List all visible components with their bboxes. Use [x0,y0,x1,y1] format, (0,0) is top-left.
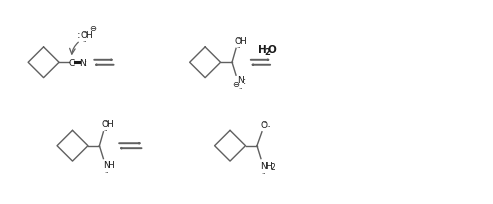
Text: H: H [265,161,272,170]
Text: ..: .. [262,117,267,123]
Text: ..: .. [238,83,243,89]
Text: 2: 2 [265,48,270,57]
Text: ..: .. [82,37,87,43]
Text: O: O [81,31,88,40]
Text: ..: .. [82,28,87,34]
Text: N: N [103,160,110,169]
Text: O: O [102,120,109,129]
Text: 2: 2 [270,162,275,171]
Text: H: H [239,37,246,46]
Text: O: O [267,45,276,55]
Text: H: H [107,160,114,169]
Text: ..: .. [262,168,266,174]
Text: :: : [84,58,88,68]
Text: ⊖: ⊖ [89,24,97,33]
Text: C: C [69,59,74,68]
Text: ..: .. [266,122,271,128]
Text: ..: .. [103,117,107,123]
Text: :: : [243,75,246,85]
Text: H: H [106,120,113,129]
Text: O: O [261,120,268,129]
Text: ..: .. [104,167,108,173]
Text: N: N [79,59,86,68]
Text: H: H [258,45,267,55]
Text: N: N [261,161,267,170]
Text: ..: .. [103,126,107,132]
Text: ⊖: ⊖ [233,79,240,88]
Text: ..: .. [236,34,240,40]
Text: ..: .. [236,43,240,49]
Text: H: H [86,31,92,40]
Text: O: O [235,37,242,46]
Text: :: : [77,30,80,40]
Text: N: N [237,76,244,85]
